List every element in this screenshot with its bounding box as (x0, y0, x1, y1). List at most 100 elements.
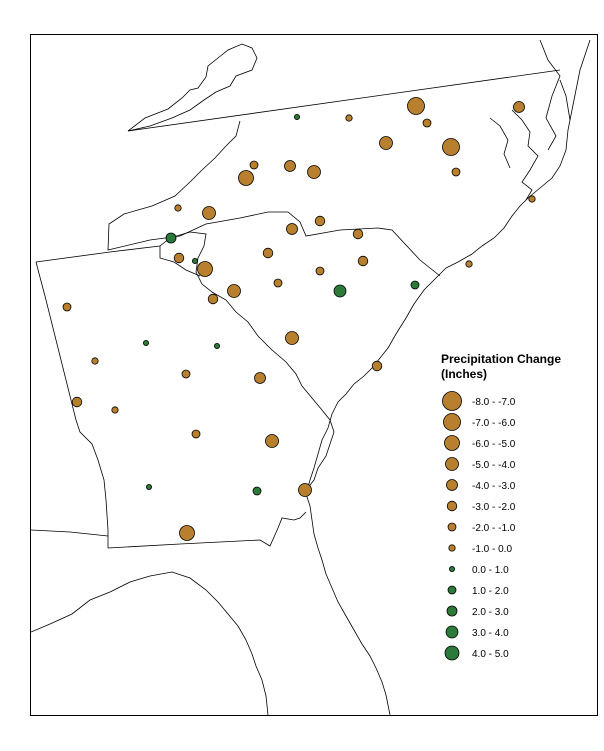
station-marker (451, 167, 461, 177)
florida-alabama-border (31, 529, 109, 537)
station-marker (528, 195, 536, 203)
station-marker (191, 257, 198, 264)
station-marker (262, 247, 274, 259)
legend-item: -2.0 - -1.0 (447, 522, 516, 534)
north-carolina-west-boundary (107, 120, 441, 277)
station-marker (191, 429, 201, 439)
legend-item: -4.0 - -3.0 (446, 479, 516, 492)
legend-title-units: (Inches) (441, 367, 487, 381)
legend-symbol (448, 566, 455, 573)
station-marker (293, 114, 300, 121)
station-marker (286, 223, 298, 235)
station-marker (410, 280, 420, 290)
station-marker (465, 260, 473, 268)
legend-label: -5.0 - -4.0 (472, 460, 516, 471)
legend-item: -8.0 - -7.0 (442, 391, 516, 411)
station-marker (213, 342, 220, 349)
legend-symbol (444, 435, 460, 451)
station-marker (371, 360, 383, 372)
legend-label: 4.0 - 5.0 (472, 649, 509, 660)
legend-symbol (446, 605, 458, 617)
station-marker (333, 284, 347, 298)
station-marker (298, 483, 312, 497)
station-marker (345, 114, 353, 122)
station-marker (273, 278, 283, 288)
legend-item: -6.0 - -5.0 (444, 435, 516, 451)
legend-item: -5.0 - -4.0 (445, 457, 516, 471)
legend-item: 3.0 - 4.0 (445, 625, 509, 639)
legend-item: 2.0 - 3.0 (446, 605, 509, 618)
station-marker (284, 160, 296, 172)
legend-label: -3.0 - -2.0 (472, 502, 516, 513)
station-marker (315, 266, 325, 276)
legend-item: 0.0 - 1.0 (448, 565, 509, 576)
pamlico-sound-detail (511, 39, 561, 201)
station-marker (207, 293, 219, 305)
station-marker (352, 228, 364, 240)
station-marker (422, 118, 432, 128)
station-markers (62, 97, 536, 541)
station-marker (407, 97, 425, 115)
station-marker (252, 486, 262, 496)
nc-coastline (445, 39, 591, 269)
station-marker (179, 525, 195, 541)
legend-title: Precipitation Change (441, 352, 561, 366)
station-marker (227, 284, 241, 298)
legend-label: 2.0 - 3.0 (472, 607, 509, 618)
legend-label: -8.0 - -7.0 (472, 397, 516, 408)
legend-item: 4.0 - 5.0 (444, 645, 509, 661)
legend-label: 1.0 - 2.0 (472, 586, 509, 597)
station-marker (165, 232, 177, 244)
sounds-inland-detail (489, 79, 571, 169)
georgia-florida-border (107, 511, 307, 549)
station-marker (379, 136, 393, 150)
sc-west-spur (159, 246, 201, 277)
station-marker (145, 483, 152, 490)
legend-symbol (447, 522, 457, 532)
legend-items: -8.0 - -7.0 -7.0 - -6.0 -6.0 - -5.0 -5.0 - … (442, 391, 516, 661)
station-marker (71, 396, 83, 408)
station-marker (142, 339, 149, 346)
legend-label: -1.0 - 0.0 (472, 544, 512, 555)
legend-label: -2.0 - -1.0 (472, 523, 516, 534)
state-boundaries (31, 39, 591, 715)
virginia-west-boundary (127, 43, 258, 132)
station-marker (238, 170, 254, 186)
legend-label: -6.0 - -5.0 (472, 439, 516, 450)
legend-symbol (446, 479, 458, 491)
georgia-north-border (35, 245, 161, 263)
station-marker (307, 165, 321, 179)
station-marker (197, 261, 213, 277)
map-frame (30, 34, 598, 716)
legend-label: -4.0 - -3.0 (472, 481, 516, 492)
florida-gulf-coast (31, 571, 269, 715)
legend-label: 0.0 - 1.0 (472, 565, 509, 576)
legend-symbol (445, 625, 459, 639)
station-marker (357, 255, 369, 267)
station-marker (202, 206, 216, 220)
station-marker (314, 215, 326, 227)
station-marker (91, 357, 99, 365)
alabama-georgia-boundary (35, 261, 109, 548)
legend-symbol (444, 645, 460, 661)
legend-item: 1.0 - 2.0 (447, 585, 509, 597)
legend-symbol (445, 457, 459, 471)
legend-symbol (448, 544, 456, 552)
station-marker (111, 406, 119, 414)
station-marker (442, 138, 460, 156)
station-marker (174, 204, 182, 212)
station-marker (173, 252, 185, 264)
station-marker (265, 434, 279, 448)
station-marker (62, 302, 72, 312)
legend-label: -7.0 - -6.0 (472, 418, 516, 429)
station-marker (513, 101, 525, 113)
legend-item: -3.0 - -2.0 (446, 500, 516, 513)
georgia-sc-boundary (159, 231, 335, 491)
legend-symbol (442, 391, 462, 411)
legend: Precipitation Change (Inches) -8.0 - -7.… (441, 352, 561, 661)
atlantic-coastline (305, 267, 447, 715)
station-marker (249, 160, 259, 170)
legend-item: -1.0 - 0.0 (448, 544, 512, 555)
virginia-south-border (127, 69, 561, 132)
